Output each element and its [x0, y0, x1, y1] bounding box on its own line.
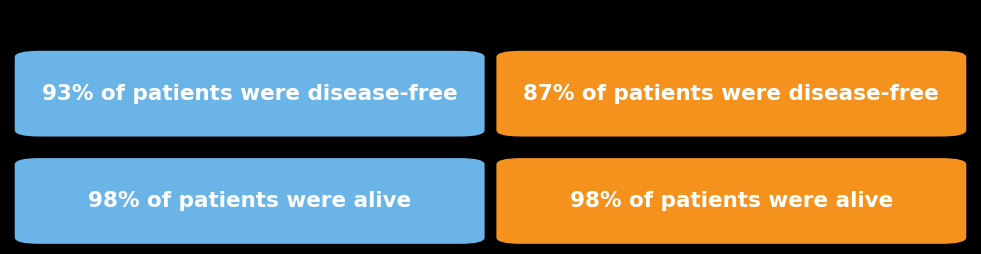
Text: 87% of patients were disease-free: 87% of patients were disease-free: [524, 84, 939, 104]
FancyBboxPatch shape: [496, 51, 966, 137]
Text: 98% of patients were alive: 98% of patients were alive: [570, 191, 893, 211]
Text: 93% of patients were disease-free: 93% of patients were disease-free: [42, 84, 457, 104]
Text: 98% of patients were alive: 98% of patients were alive: [88, 191, 411, 211]
FancyBboxPatch shape: [496, 158, 966, 244]
FancyBboxPatch shape: [15, 158, 485, 244]
FancyBboxPatch shape: [15, 51, 485, 137]
